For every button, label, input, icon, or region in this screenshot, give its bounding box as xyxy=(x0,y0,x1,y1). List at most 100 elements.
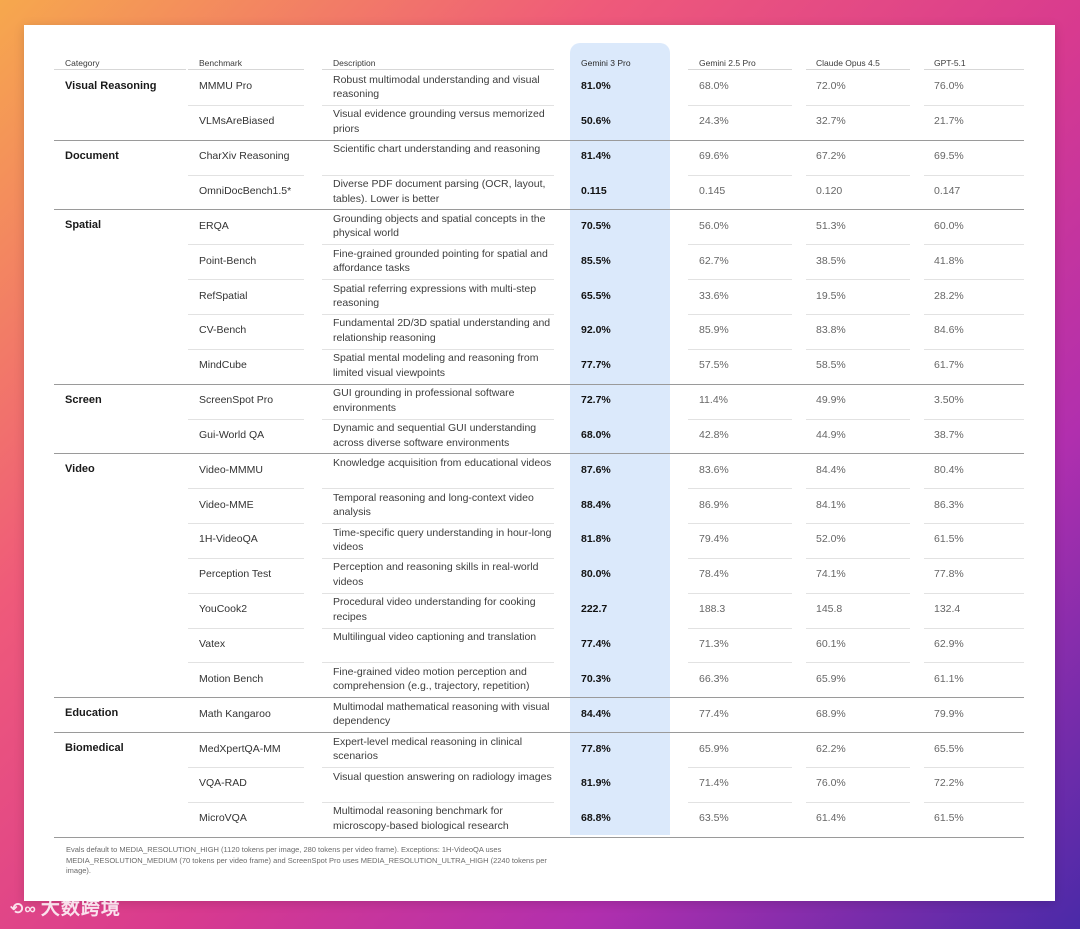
score-claude-opus-4-5: 68.9% xyxy=(816,707,846,720)
score-gemini-3-pro: 80.0% xyxy=(581,568,611,581)
row-divider xyxy=(806,348,910,350)
category-label: Education xyxy=(65,707,119,720)
row-divider xyxy=(322,801,554,803)
watermark-text: 大数跨境 xyxy=(40,898,121,919)
score-gemini-2-5-pro: 68.0% xyxy=(699,80,729,93)
score-gemini-2-5-pro: 79.4% xyxy=(699,533,729,546)
row-divider xyxy=(806,592,910,594)
row-divider xyxy=(806,279,910,281)
score-gemini-2-5-pro: 11.4% xyxy=(699,394,728,407)
benchmark-description: Procedural video understanding for cooki… xyxy=(333,596,536,623)
row-divider xyxy=(188,662,304,664)
benchmark-name: Video-MME xyxy=(199,498,254,511)
score-gemini-2-5-pro: 66.3% xyxy=(699,672,729,685)
row-divider xyxy=(322,627,554,629)
score-claude-opus-4-5: 74.1% xyxy=(816,568,846,581)
row-divider xyxy=(806,244,910,246)
score-gemini-2-5-pro: 24.3% xyxy=(699,115,729,128)
category-label: Biomedical xyxy=(65,742,124,755)
benchmark-description: Diverse PDF document parsing (OCR, layou… xyxy=(333,178,546,205)
header-rule xyxy=(54,69,186,70)
row-divider xyxy=(924,627,1024,629)
row-divider xyxy=(188,418,304,420)
row-divider xyxy=(924,279,1024,281)
category-label: Video xyxy=(65,463,95,476)
header-description: Description xyxy=(333,58,376,68)
score-gemini-2-5-pro: 77.4% xyxy=(699,707,729,720)
header-gpt-5-1: GPT-5.1 xyxy=(934,58,966,68)
row-divider xyxy=(322,244,554,246)
score-gemini-3-pro: 77.8% xyxy=(581,742,611,755)
score-claude-opus-4-5: 58.5% xyxy=(816,359,846,372)
group-divider xyxy=(54,697,1024,699)
score-gpt-5-1: 80.4% xyxy=(934,463,964,476)
score-claude-opus-4-5: 65.9% xyxy=(816,672,846,685)
benchmark-name: VLMsAreBiased xyxy=(199,115,275,128)
score-gemini-3-pro: 85.5% xyxy=(581,254,611,267)
score-gemini-3-pro: 81.0% xyxy=(581,80,611,93)
row-divider xyxy=(688,348,792,350)
benchmark-description: Spatial mental modeling and reasoning fr… xyxy=(333,352,539,379)
score-claude-opus-4-5: 0.120 xyxy=(816,184,843,197)
score-gpt-5-1: 61.7% xyxy=(934,359,964,372)
score-claude-opus-4-5: 51.3% xyxy=(816,219,846,232)
row-divider xyxy=(924,801,1024,803)
score-claude-opus-4-5: 84.1% xyxy=(816,498,846,511)
row-divider xyxy=(322,104,554,106)
row-divider xyxy=(806,488,910,490)
score-claude-opus-4-5: 52.0% xyxy=(816,533,846,546)
score-gpt-5-1: 77.8% xyxy=(934,568,964,581)
score-gemini-3-pro: 84.4% xyxy=(581,707,611,720)
row-divider xyxy=(924,662,1024,664)
row-divider xyxy=(688,662,792,664)
row-divider xyxy=(188,592,304,594)
benchmark-name: 1H-VideoQA xyxy=(199,533,258,546)
row-divider xyxy=(188,313,304,315)
benchmark-name: CharXiv Reasoning xyxy=(199,150,290,163)
score-claude-opus-4-5: 60.1% xyxy=(816,638,846,651)
benchmark-description: Visual question answering on radiology i… xyxy=(333,770,552,783)
benchmark-name: OmniDocBench1.5* xyxy=(199,184,292,197)
row-divider xyxy=(322,523,554,525)
benchmark-name: MindCube xyxy=(199,359,247,372)
score-gemini-2-5-pro: 65.9% xyxy=(699,742,729,755)
row-divider xyxy=(188,348,304,350)
watermark: ⟲∞ 大数跨境 xyxy=(10,893,121,920)
score-gemini-2-5-pro: 0.145 xyxy=(699,184,726,197)
score-gpt-5-1: 79.9% xyxy=(934,707,964,720)
score-claude-opus-4-5: 72.0% xyxy=(816,80,846,93)
benchmark-description: Multimodal mathematical reasoning with v… xyxy=(333,700,550,728)
score-gemini-3-pro: 70.3% xyxy=(581,672,611,685)
score-gemini-2-5-pro: 188.3 xyxy=(699,603,726,616)
score-gemini-3-pro: 222.7 xyxy=(581,603,608,616)
row-divider xyxy=(188,557,304,559)
score-claude-opus-4-5: 49.9% xyxy=(816,394,846,407)
benchmark-description: Time-specific query understanding in hou… xyxy=(333,526,552,554)
score-gpt-5-1: 41.8% xyxy=(934,254,964,267)
benchmark-description: GUI grounding in professional software e… xyxy=(333,387,515,414)
row-divider xyxy=(806,174,910,176)
header-gemini-3-pro: Gemini 3 Pro xyxy=(581,58,631,68)
benchmark-table-card: Category Benchmark Description Gemini 3 … xyxy=(24,25,1055,901)
row-divider xyxy=(924,767,1024,768)
row-divider xyxy=(188,488,304,490)
score-claude-opus-4-5: 62.2% xyxy=(816,742,846,755)
score-gemini-3-pro: 68.8% xyxy=(581,812,611,825)
row-divider xyxy=(688,104,792,106)
benchmark-description: Multilingual video captioning and transl… xyxy=(333,631,537,644)
score-gemini-2-5-pro: 42.8% xyxy=(699,428,729,441)
benchmark-name: ScreenSpot Pro xyxy=(199,394,274,407)
score-gpt-5-1: 3.50% xyxy=(934,394,964,407)
score-gemini-2-5-pro: 69.6% xyxy=(699,150,729,163)
row-divider xyxy=(188,244,304,246)
benchmark-description: Fundamental 2D/3D spatial understanding … xyxy=(333,317,551,344)
row-divider xyxy=(188,279,304,281)
score-gpt-5-1: 38.7% xyxy=(934,428,964,441)
score-gpt-5-1: 61.5% xyxy=(934,533,964,546)
benchmark-name: CV-Bench xyxy=(199,324,247,337)
score-gemini-2-5-pro: 56.0% xyxy=(699,219,729,232)
benchmark-description: Robust multimodal understanding and visu… xyxy=(333,73,540,101)
benchmark-description: Perception and reasoning skills in real-… xyxy=(333,561,539,588)
row-divider xyxy=(188,104,304,106)
benchmark-description: Expert-level medical reasoning in clinic… xyxy=(333,735,523,763)
